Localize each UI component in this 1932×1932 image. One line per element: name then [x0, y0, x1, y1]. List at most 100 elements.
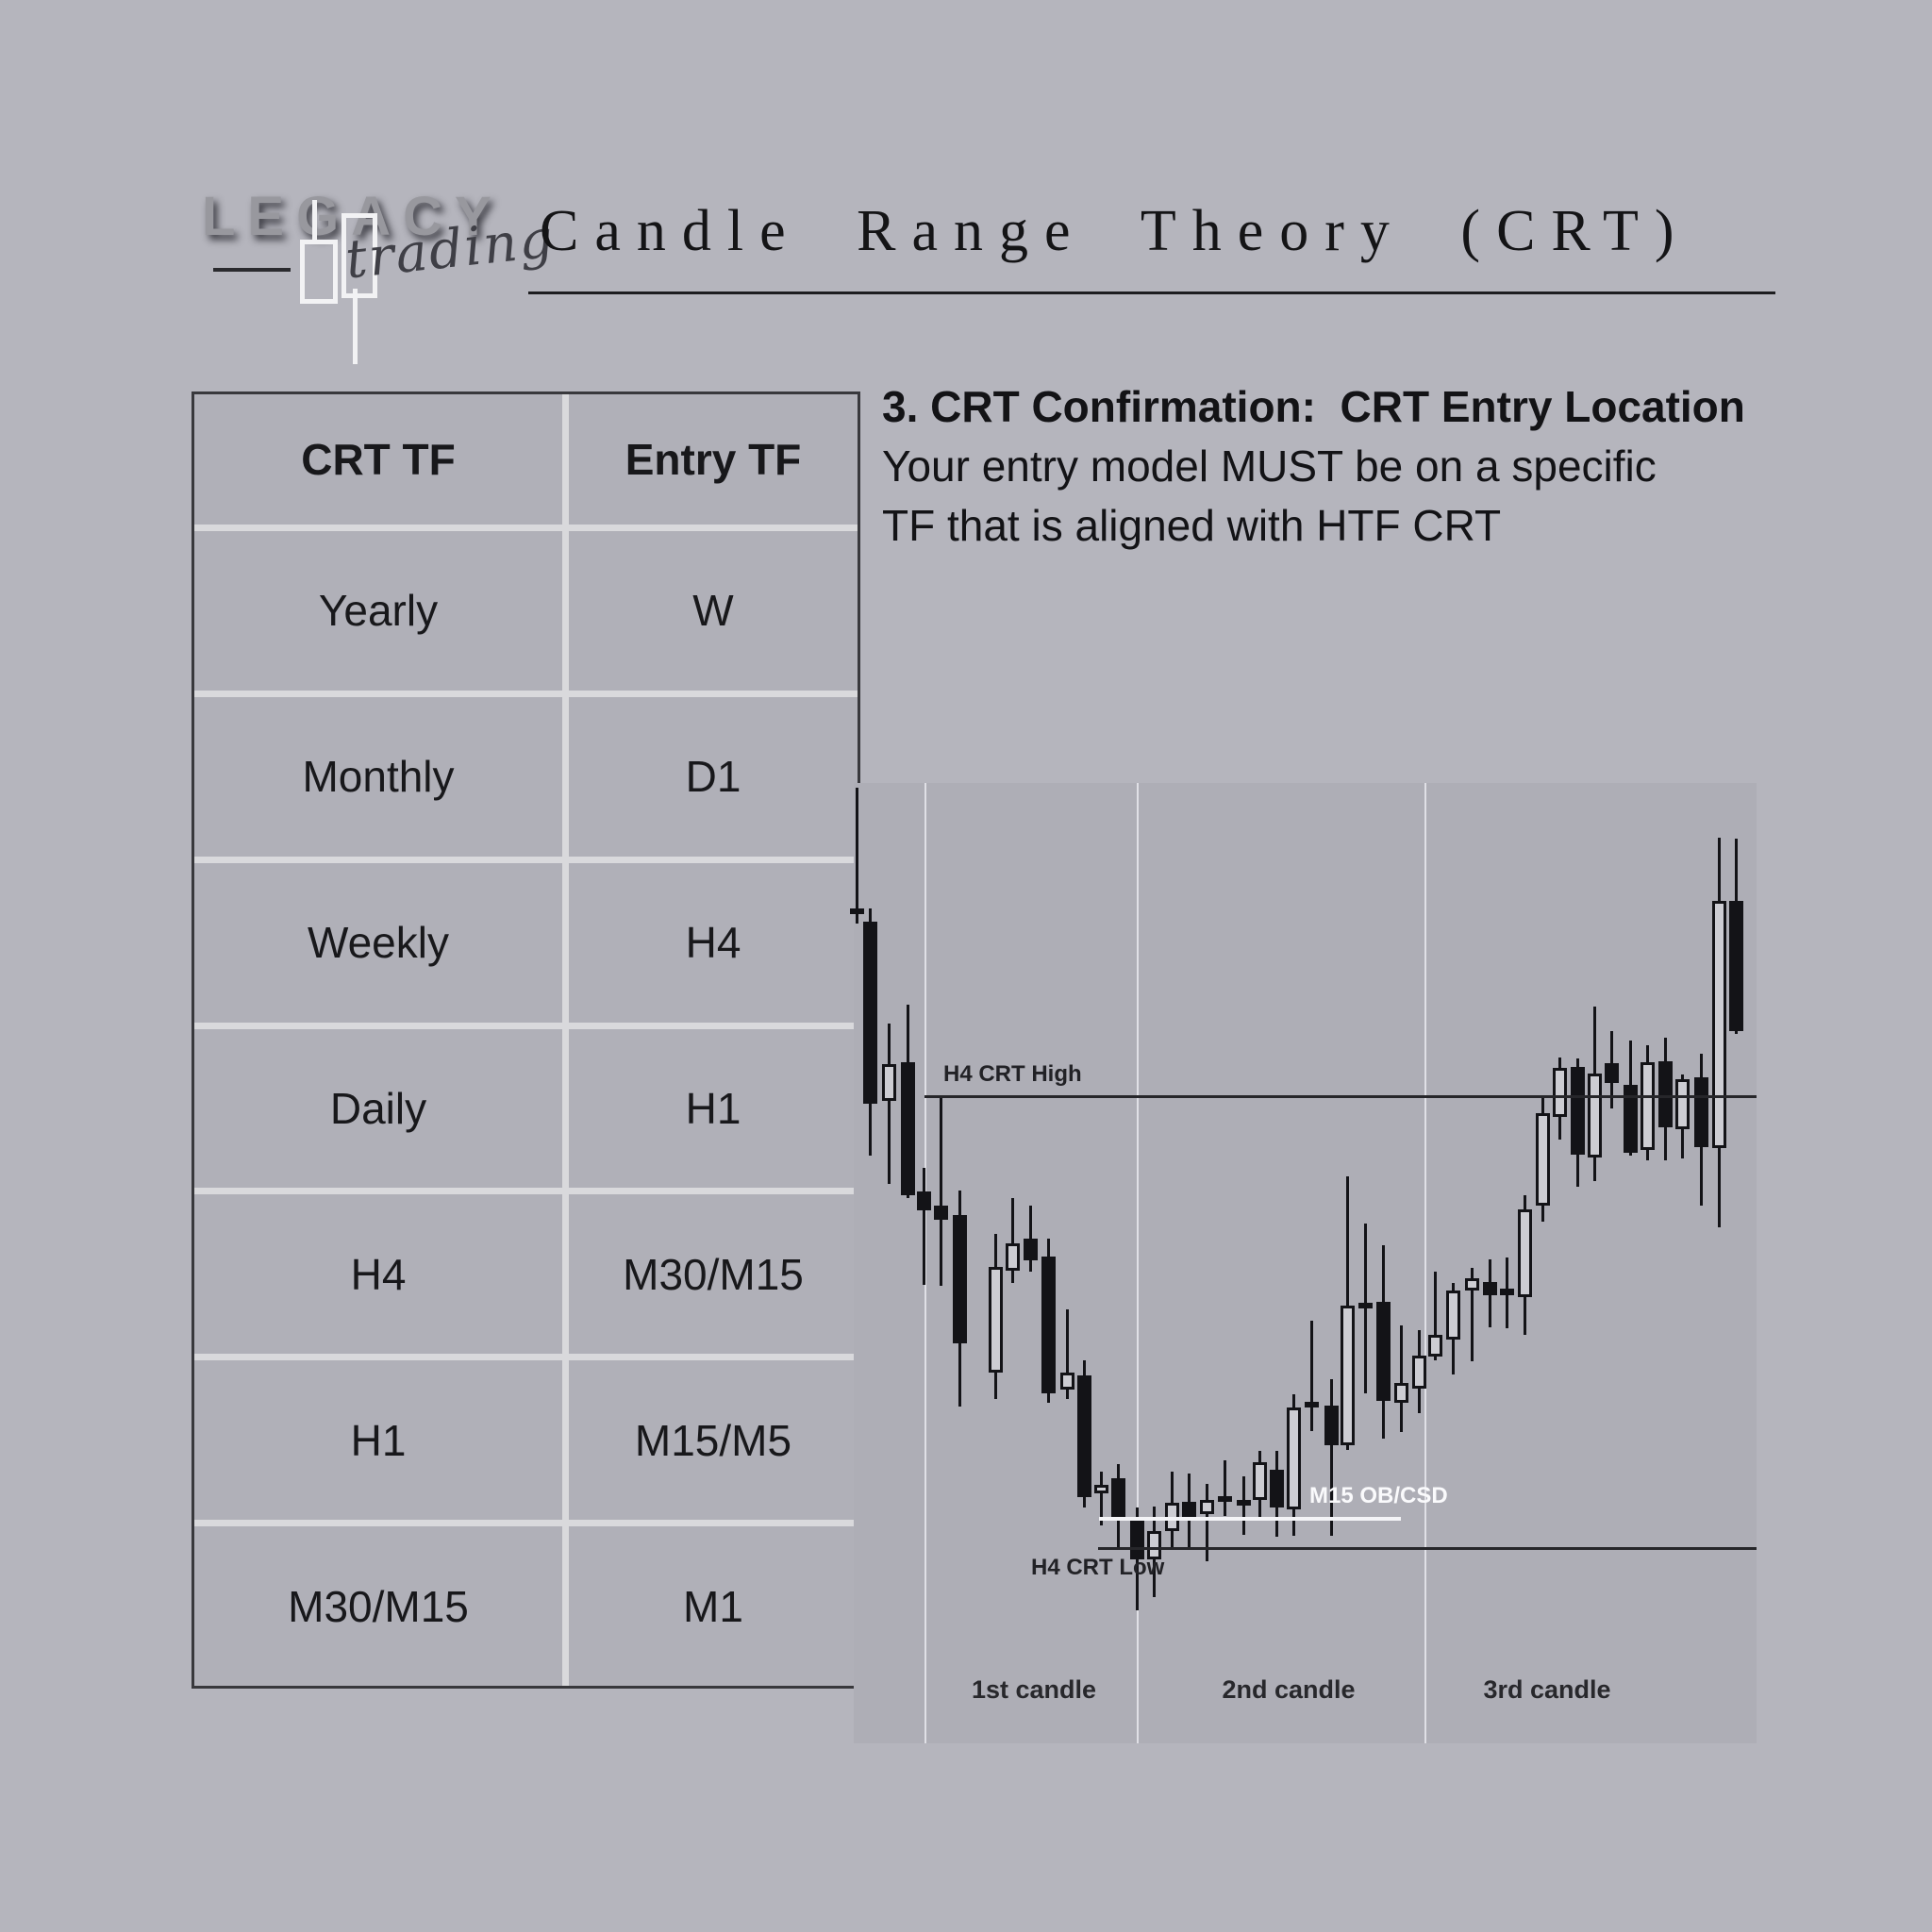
table-cell: D1 — [569, 696, 858, 857]
logo-dash-rule — [213, 268, 291, 272]
table-header-crt-tf: CRT TF — [194, 394, 562, 525]
candle-wick — [1224, 1459, 1226, 1516]
candle-body — [1237, 1499, 1251, 1506]
table-cell: Daily — [194, 1028, 562, 1189]
table-cell: M30/M15 — [194, 1526, 562, 1686]
table-cell: H1 — [194, 1360, 562, 1521]
chart-gridline — [924, 783, 926, 1743]
level-label: H4 CRT Low — [1031, 1554, 1165, 1580]
level-line-m15-ob-csd — [1099, 1516, 1401, 1521]
table-cell: M1 — [569, 1526, 858, 1686]
table-cell: H1 — [569, 1028, 858, 1189]
section-label: 1st candle — [971, 1675, 1097, 1704]
candle-body — [1147, 1531, 1161, 1560]
candle-wick-icon — [353, 289, 358, 364]
candle-body — [1465, 1277, 1479, 1291]
candle-body — [1446, 1291, 1460, 1341]
candle-body — [1077, 1375, 1091, 1498]
candle-body — [1358, 1303, 1373, 1309]
candle-body — [863, 921, 877, 1105]
candle-body — [1483, 1281, 1497, 1296]
candle-body — [1624, 1084, 1638, 1153]
candle-body — [901, 1062, 915, 1195]
candle-body — [1253, 1461, 1267, 1500]
candle-body — [1341, 1305, 1355, 1446]
title-underline — [528, 291, 1775, 294]
note-line: TF that is aligned with HTF CRT — [882, 501, 1502, 550]
candle-body — [1287, 1407, 1301, 1509]
table-cell: H4 — [194, 1194, 562, 1355]
level-label: M15 OB/CSD — [1309, 1482, 1448, 1508]
table-cell: M15/M5 — [569, 1360, 858, 1521]
candle-body — [1200, 1499, 1214, 1514]
candle-body — [1500, 1289, 1514, 1296]
table-cell: Monthly — [194, 696, 562, 857]
candle-body — [1041, 1257, 1056, 1393]
section-label: 3rd candle — [1483, 1675, 1611, 1704]
candle-body — [850, 908, 864, 915]
table-cell: H4 — [569, 862, 858, 1023]
candle-body — [1675, 1078, 1690, 1129]
candle-body — [1536, 1112, 1550, 1206]
candle-wick — [1310, 1320, 1313, 1431]
candle-body — [1324, 1406, 1339, 1446]
candle-wick — [1206, 1484, 1208, 1562]
candle-body — [1182, 1501, 1196, 1517]
chart-gridline — [1137, 783, 1139, 1743]
candle-body — [1641, 1062, 1655, 1151]
timeframe-table: CRT TF Entry TF Yearly W Monthly D1 Weekly H4… — [192, 391, 860, 1689]
candle-body — [1305, 1402, 1319, 1407]
candle-body — [1588, 1073, 1602, 1158]
candle-body — [1060, 1373, 1074, 1390]
candle-wick — [856, 788, 858, 924]
candle-wick — [1471, 1267, 1474, 1361]
candle-body — [1658, 1061, 1673, 1127]
candle-body — [1094, 1485, 1108, 1494]
note-block: 3. CRT Confirmation: CRT Entry Location … — [882, 377, 1769, 556]
table-cell: Weekly — [194, 862, 562, 1023]
level-label: H4 CRT High — [943, 1061, 1082, 1088]
chart-gridline — [1424, 783, 1426, 1743]
candle-body — [1130, 1516, 1144, 1560]
candle-body — [953, 1215, 967, 1344]
candle-body — [1428, 1335, 1442, 1357]
candle-wick — [923, 1167, 925, 1285]
candlestick-icon — [300, 240, 338, 304]
candle-wick — [1434, 1271, 1437, 1360]
level-line-h4-crt-low — [1098, 1546, 1757, 1550]
candle-body — [1394, 1382, 1408, 1404]
candle-body — [1712, 901, 1726, 1149]
table-cell: Yearly — [194, 531, 562, 691]
candle-body — [1024, 1238, 1038, 1261]
candle-wick — [1400, 1325, 1403, 1432]
candlestick-icon — [341, 213, 377, 298]
section-label: 2nd candle — [1222, 1675, 1356, 1704]
candle-wick — [940, 1095, 942, 1286]
candle-body — [989, 1266, 1003, 1374]
candle-body — [1571, 1067, 1585, 1155]
candle-wick — [1100, 1471, 1103, 1526]
candle-body — [1270, 1469, 1284, 1507]
candle-body — [1006, 1242, 1020, 1271]
candlestick-chart: H4 CRT High H4 CRT Low M15 OB/CSD 1st candl… — [850, 783, 1757, 1743]
candle-body — [1729, 901, 1743, 1032]
page-title: Candle Range Theory (CRT) — [540, 199, 1690, 263]
note-heading: 3. CRT Confirmation: CRT Entry Location — [882, 382, 1745, 431]
candle-body — [934, 1205, 948, 1221]
table-cell: W — [569, 531, 858, 691]
level-line-h4-crt-high — [924, 1095, 1757, 1099]
candle-body — [1518, 1209, 1532, 1298]
candle-wick-icon — [312, 200, 317, 240]
candle-body — [1412, 1355, 1426, 1389]
candle-body — [1694, 1076, 1708, 1148]
candle-body — [1218, 1496, 1232, 1503]
table-header-entry-tf: Entry TF — [569, 394, 858, 525]
candle-body — [1553, 1068, 1567, 1117]
candle-body — [882, 1064, 896, 1102]
candle-body — [1376, 1302, 1391, 1401]
candle-wick — [1242, 1475, 1245, 1536]
candle-body — [917, 1191, 931, 1211]
candle-wick — [1011, 1197, 1014, 1283]
candle-body — [1605, 1063, 1619, 1083]
